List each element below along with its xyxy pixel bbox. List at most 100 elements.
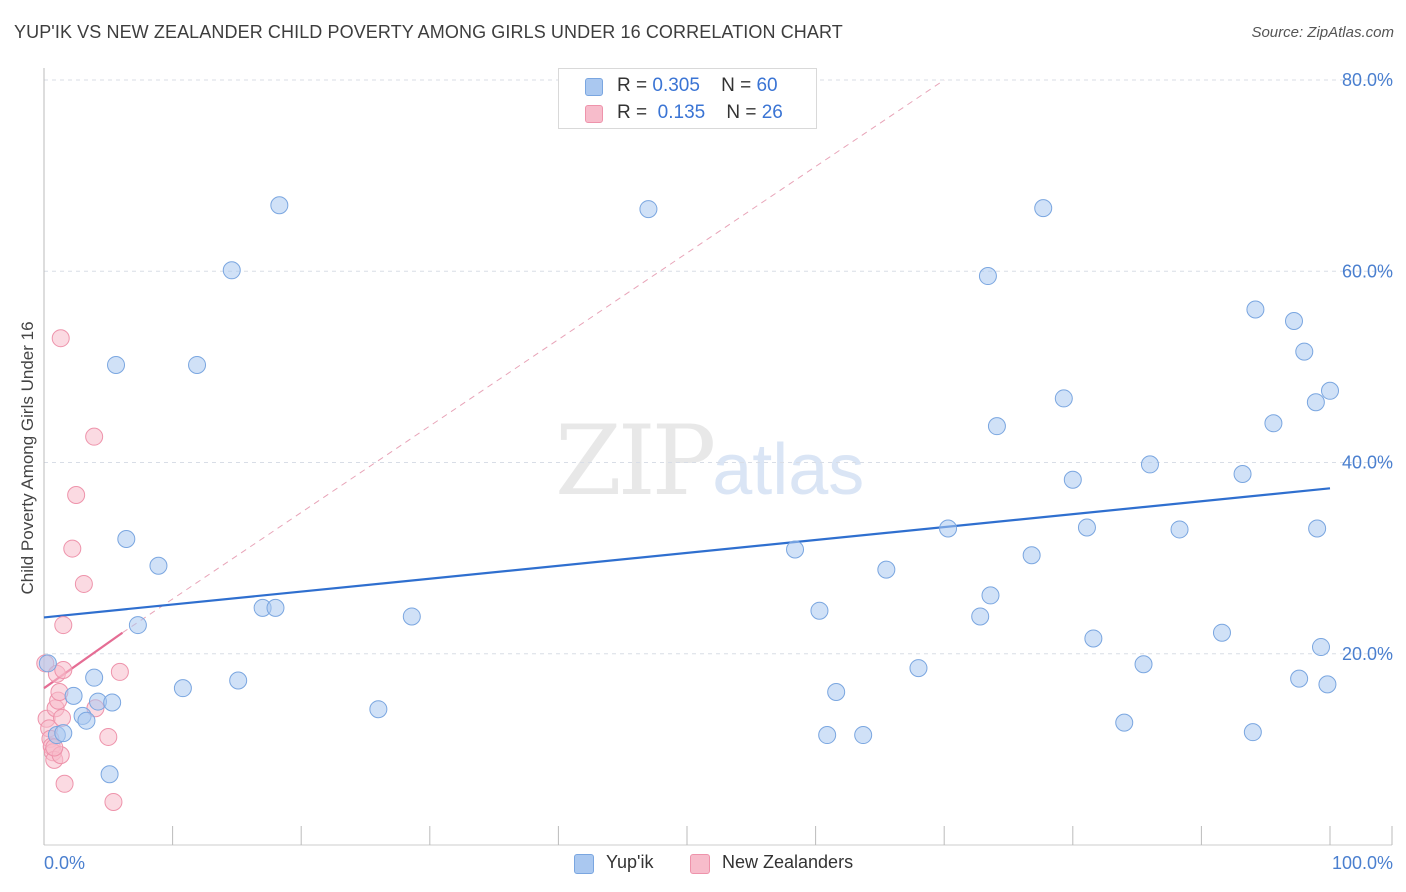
new-zealanders-point (110, 662, 129, 681)
legend-n-label: N = (721, 75, 752, 96)
new-zealanders-point (54, 616, 73, 635)
new-zealanders-point (67, 486, 86, 505)
legend-n-value-new-zealanders: 26 (761, 102, 783, 123)
legend-n-value-yupik: 60 (756, 75, 778, 96)
zipatlas-watermark: ZIPatlas (555, 405, 864, 517)
yupik-point (1295, 342, 1314, 361)
yupik-point (100, 765, 119, 784)
yupik-point (987, 417, 1006, 436)
yupik-point (854, 726, 873, 745)
yupik-point (1246, 300, 1265, 319)
yupik-point (229, 671, 248, 690)
yupik-point (818, 726, 837, 745)
axes (43, 68, 1393, 846)
legend-swatch-yupik (585, 78, 603, 96)
bottom-legend-label-yupik: Yup'ik (606, 852, 654, 872)
yupik-point (77, 711, 96, 730)
yupik-point (939, 519, 958, 538)
bottom-legend-swatch-yupik (574, 854, 594, 874)
trend-lines (43, 79, 1331, 690)
legend-r-label: R = (617, 75, 648, 96)
legend-n-label: N = (726, 102, 757, 123)
yupik-point (1212, 623, 1231, 642)
yupik-point (402, 607, 421, 626)
yupik-point (810, 601, 829, 620)
yupik-point (128, 616, 147, 635)
new-zealanders-point (51, 329, 70, 348)
yupik-point (1233, 464, 1252, 483)
y-tick-label: 20.0% (1342, 644, 1393, 664)
yupik-point (639, 200, 658, 219)
watermark-zip: ZIP (555, 405, 716, 517)
new-zealanders-point (55, 774, 74, 793)
yupik-point (1243, 723, 1262, 742)
yupik-point (222, 261, 241, 280)
yupik-point (1308, 519, 1327, 538)
yupik-point (1084, 629, 1103, 648)
yupik-point (1284, 311, 1303, 330)
tick-labels: 20.0% 40.0% 60.0% 80.0% 0.0% 100.0% (44, 70, 1393, 873)
yupik-trend-line (43, 487, 1331, 619)
yupik-point (827, 683, 846, 701)
yupik-point (38, 654, 57, 673)
y-tick-label: 80.0% (1342, 70, 1393, 90)
yupik-point (1306, 393, 1325, 412)
yupik-point (981, 586, 1000, 605)
yupik-point (1134, 655, 1153, 674)
data-points (36, 110, 1339, 811)
watermark-atlas: atlas (712, 430, 865, 510)
new-zealanders-point (99, 727, 118, 746)
yupik-point (103, 693, 122, 712)
legend-r-value-new-zealanders: 0.135 (657, 102, 706, 123)
yupik-point (1063, 470, 1082, 489)
yupik-point (1034, 199, 1053, 218)
yupik-point (1318, 675, 1337, 694)
new-zealanders-point (54, 661, 73, 680)
yupik-point (1140, 455, 1159, 474)
new-zealanders-point (53, 708, 72, 727)
yupik-point (149, 556, 168, 575)
yupik-point (266, 598, 285, 617)
yupik-point (270, 196, 289, 215)
yupik-point (877, 560, 896, 579)
yupik-point (117, 530, 136, 548)
legend-r-label: R = (617, 102, 648, 123)
yupik-point (1321, 381, 1339, 400)
yupik-point (1290, 669, 1309, 688)
x-tick-label: 0.0% (44, 853, 85, 873)
bottom-legend-label-new-zealanders: New Zealanders (722, 852, 854, 872)
chart-title: YUP'IK VS NEW ZEALANDER CHILD POVERTY AM… (14, 22, 843, 42)
legend-r-value-yupik: 0.305 (652, 75, 700, 96)
yupik-point (1022, 546, 1041, 565)
correlation-legend: R = 0.305 N = 60 R = 0.135 N = 26 (558, 68, 817, 129)
yupik-point (107, 355, 126, 374)
grid-lines (44, 79, 1392, 655)
bottom-legend-swatch-new-zealanders (690, 854, 710, 874)
yupik-point (978, 267, 997, 286)
yupik-point (909, 659, 928, 678)
yupik-point (188, 355, 207, 374)
yupik-point (54, 724, 73, 743)
yupik-point (971, 607, 990, 626)
yupik-point (85, 668, 104, 687)
yupik-point (1170, 520, 1189, 539)
legend-swatch-new-zealanders (585, 105, 603, 123)
new-zealanders-point (74, 574, 93, 593)
y-tick-label: 40.0% (1342, 453, 1393, 473)
yupik-point (1311, 638, 1330, 657)
yupik-point (1264, 414, 1283, 433)
yupik-point (1077, 518, 1096, 537)
y-tick-label: 60.0% (1342, 261, 1393, 281)
yupik-point (786, 540, 805, 559)
yupik-point (1115, 713, 1134, 732)
yupik-point (173, 679, 192, 698)
new-zealanders-point (104, 792, 123, 811)
yupik-point (1054, 389, 1073, 408)
x-tick-label: 100.0% (1332, 853, 1393, 873)
yupik-point (369, 700, 388, 719)
new-zealanders-trend-extension (122, 79, 945, 634)
new-zealanders-point (63, 539, 82, 558)
new-zealanders-point (85, 427, 104, 446)
source-label: Source: ZipAtlas.com (1251, 24, 1394, 41)
